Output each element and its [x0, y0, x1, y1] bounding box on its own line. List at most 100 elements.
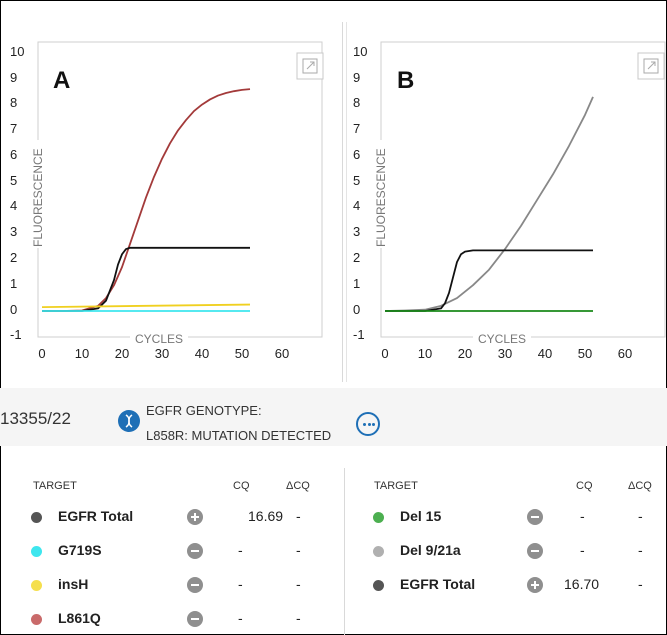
y-tick-label: 1 — [10, 276, 17, 291]
dna-icon — [118, 410, 140, 432]
y-axis-title: FLUORESCENCE — [31, 148, 45, 247]
plot-border — [37, 41, 323, 338]
x-tick-label: 20 — [458, 346, 472, 361]
y-tick-label: 5 — [353, 173, 360, 188]
x-tick-label: 20 — [115, 346, 129, 361]
status-dot — [373, 546, 384, 557]
chart-divider — [342, 22, 343, 382]
y-tick-label: 6 — [353, 147, 360, 162]
minus-icon[interactable] — [187, 543, 203, 559]
table-divider — [344, 468, 345, 635]
target-name: Del 15 — [400, 508, 442, 524]
table-header-cq: CQ — [576, 480, 593, 492]
minus-icon[interactable] — [187, 577, 203, 593]
status-dot — [31, 614, 42, 625]
plus-icon[interactable] — [527, 577, 543, 593]
y-tick-label: 1 — [353, 276, 360, 291]
dcq-value: - — [638, 542, 643, 558]
y-axis-title-bg — [31, 140, 45, 248]
result-band — [0, 388, 667, 446]
table-header-dcq: ΔCQ — [286, 480, 310, 492]
y-tick-label: 3 — [10, 224, 17, 239]
target-name: EGFR Total — [400, 576, 476, 592]
x-tick-label: 60 — [275, 346, 289, 361]
y-axis-title-bg — [374, 140, 388, 248]
table-header-target: TARGET — [374, 480, 418, 492]
cq-value: - — [580, 508, 585, 524]
plot-area — [37, 41, 323, 338]
status-dot — [31, 580, 42, 591]
panel-label: A — [53, 67, 70, 94]
x-tick-label: 50 — [578, 346, 592, 361]
y-tick-label: 2 — [10, 250, 17, 265]
dcq-value: - — [638, 508, 643, 524]
series-line — [384, 96, 594, 312]
minus-icon[interactable] — [187, 611, 203, 627]
dcq-value: - — [638, 576, 643, 592]
series-line — [41, 303, 251, 309]
y-tick-label: 4 — [353, 198, 360, 213]
y-tick-label: 10 — [353, 44, 367, 59]
x-tick-label: 60 — [618, 346, 632, 361]
series-line — [385, 249, 593, 312]
x-tick-label: 40 — [195, 346, 209, 361]
x-tick-label: 40 — [538, 346, 552, 361]
y-tick-label: 0 — [10, 302, 17, 317]
table-header-cq: CQ — [233, 480, 250, 492]
cq-value: - — [238, 542, 243, 558]
cq-value: - — [238, 576, 243, 592]
target-name: EGFR Total — [58, 508, 134, 524]
dcq-value: - — [296, 508, 301, 524]
status-dot — [373, 580, 384, 591]
x-axis-title: CYCLES — [478, 332, 526, 346]
dcq-value: - — [296, 542, 301, 558]
y-tick-label: 2 — [353, 250, 360, 265]
plot-border — [380, 41, 666, 338]
y-tick-label: 8 — [10, 95, 17, 110]
y-tick-label: 9 — [10, 70, 17, 85]
x-axis-title-bg — [473, 331, 531, 345]
y-tick-label: 5 — [10, 173, 17, 188]
panel-label: B — [397, 67, 414, 94]
x-axis-title: CYCLES — [135, 332, 183, 346]
expand-icon[interactable] — [637, 52, 665, 80]
minus-icon[interactable] — [527, 509, 543, 525]
x-tick-label: 50 — [235, 346, 249, 361]
y-tick-label: 7 — [10, 121, 17, 136]
y-tick-label: 0 — [353, 302, 360, 317]
series-line — [42, 246, 250, 312]
y-tick-label: 7 — [353, 121, 360, 136]
plus-icon[interactable] — [187, 509, 203, 525]
x-tick-label: 10 — [418, 346, 432, 361]
y-tick-label: 4 — [10, 198, 17, 213]
target-name: Del 9/21a — [400, 542, 461, 558]
sample-id: 13355/22 — [0, 409, 71, 428]
y-tick-label: -1 — [353, 327, 365, 342]
expand-icon[interactable] — [296, 52, 324, 80]
x-tick-label: 30 — [155, 346, 169, 361]
y-tick-label: -1 — [10, 327, 22, 342]
chart-a: 10 9 8 7 6 5 4 3 2 1 0 -1 FLUORESCENCE C… — [10, 41, 324, 361]
minus-icon[interactable] — [527, 543, 543, 559]
dcq-value: - — [296, 610, 301, 626]
status-dot — [373, 512, 384, 523]
y-tick-label: 9 — [353, 70, 360, 85]
y-tick-label: 3 — [353, 224, 360, 239]
table-header-dcq: ΔCQ — [628, 480, 652, 492]
y-tick-label: 10 — [10, 44, 24, 59]
chart-divider — [346, 22, 347, 382]
cq-value: - — [580, 542, 585, 558]
x-tick-label: 30 — [498, 346, 512, 361]
target-name: insH — [58, 576, 89, 592]
cq-value: - — [238, 610, 243, 626]
series-lines — [41, 88, 251, 312]
more-icon[interactable] — [356, 412, 380, 436]
genotype-title: EGFR GENOTYPE: — [146, 403, 262, 418]
status-dot — [31, 512, 42, 523]
x-tick-label: 0 — [38, 346, 45, 361]
x-tick-label: 10 — [75, 346, 89, 361]
genotype-value: L858R: MUTATION DETECTED — [146, 428, 332, 443]
plot-area — [380, 41, 666, 338]
series-lines — [384, 96, 594, 312]
series-line — [42, 88, 251, 312]
